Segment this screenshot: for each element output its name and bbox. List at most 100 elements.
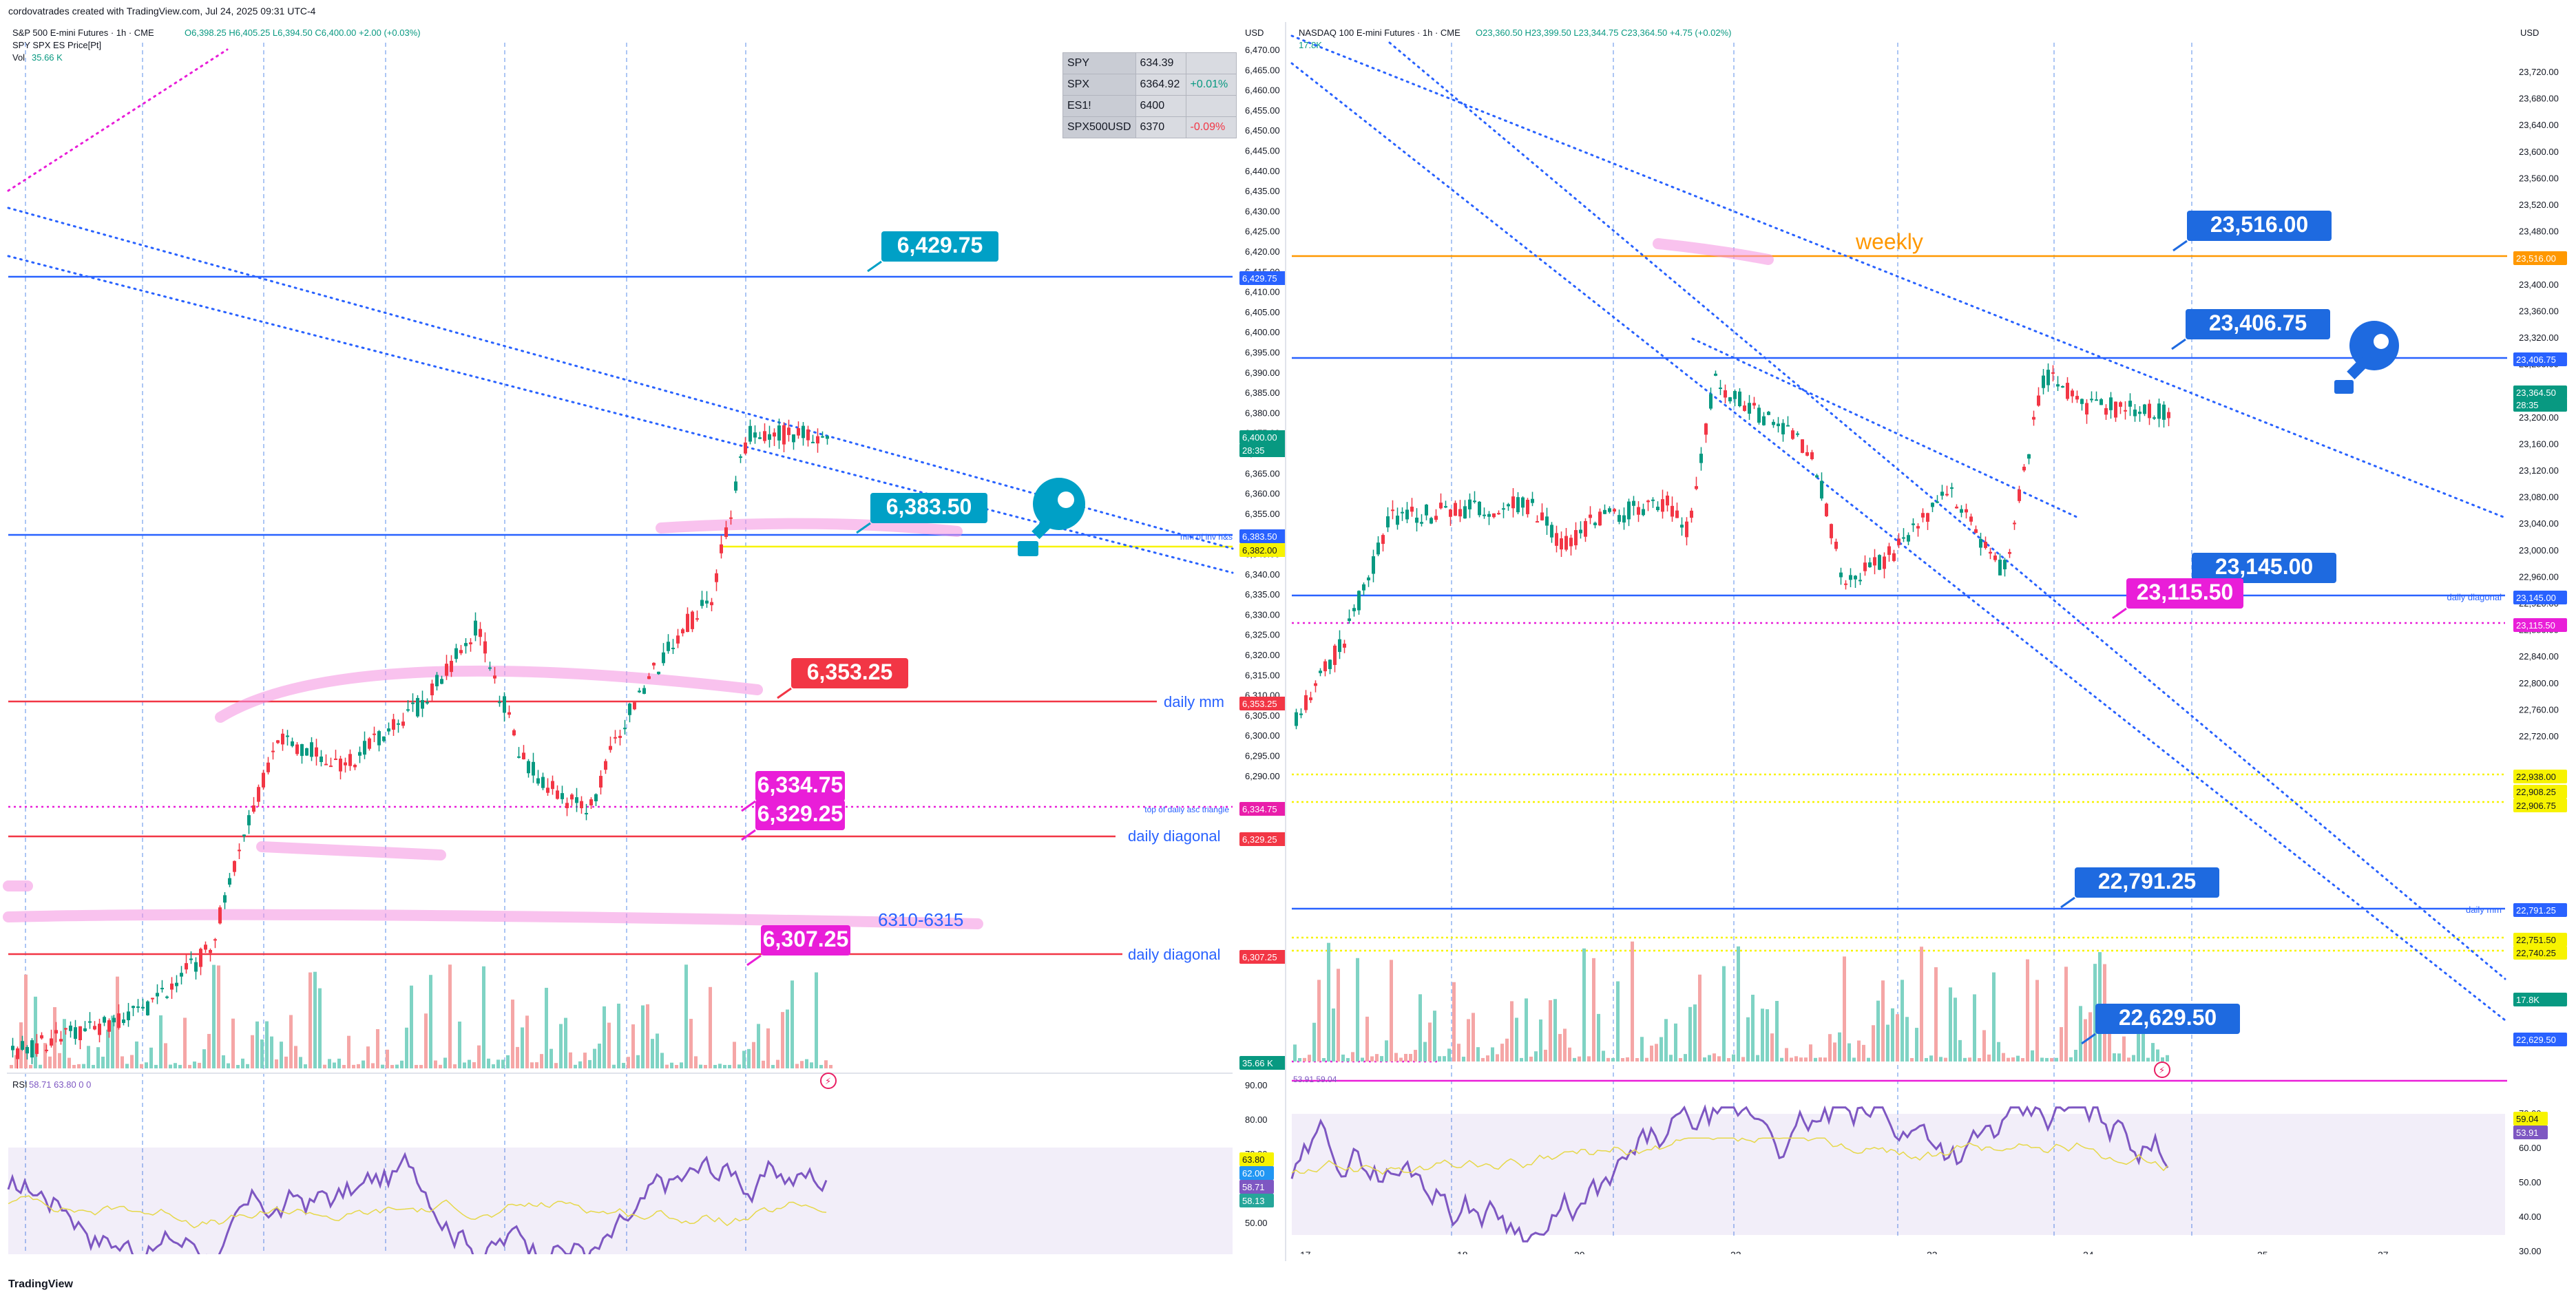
- trend-line: [7, 48, 229, 192]
- right-chart-canvas[interactable]: NASDAQ 100 E-mini Futures · 1h · CME O23…: [1286, 22, 2576, 1260]
- candle-body: [777, 425, 781, 441]
- volume-bar: [96, 1047, 100, 1068]
- price-badge-text: 6,307.25: [1242, 952, 1277, 962]
- candle-body: [1695, 486, 1698, 489]
- candle-body: [1386, 516, 1390, 528]
- price-tick: 22,720.00: [2519, 731, 2559, 741]
- panel-divider[interactable]: [1285, 22, 1286, 1261]
- callout-box: [755, 800, 845, 830]
- volume-bar: [1337, 969, 1340, 1062]
- price-badge: [2513, 398, 2567, 412]
- candle-body: [1608, 508, 1611, 512]
- volume-bar: [747, 1048, 751, 1068]
- callout-text: 6,353.25: [807, 659, 893, 684]
- price-badge: [2513, 386, 2567, 399]
- volume-bar: [434, 1060, 437, 1068]
- candle-body: [1690, 510, 1693, 518]
- candle-body: [1560, 538, 1563, 550]
- candle-body: [536, 778, 540, 784]
- watchlist-price: 6364.92: [1135, 74, 1186, 96]
- price-tick: 6,355.00: [1245, 509, 1280, 519]
- candle-body: [604, 761, 607, 770]
- candle-body: [286, 735, 289, 737]
- volume-bar: [2151, 1043, 2155, 1062]
- volume-bar: [362, 1060, 365, 1068]
- volume-bar: [1390, 960, 1393, 1062]
- rsi-ma-line: [1291, 1137, 2168, 1175]
- rsi-badge: [1239, 1152, 1274, 1166]
- callout-pointer: [867, 260, 882, 273]
- callout-text: 22,791.25: [2098, 869, 2196, 894]
- candle-body: [2148, 403, 2151, 419]
- callout-pointer: [856, 522, 871, 534]
- volume-bar: [2069, 1057, 2073, 1062]
- volume-bar: [82, 1064, 85, 1068]
- candle-body: [1839, 572, 1843, 578]
- volume-bar: [549, 1048, 553, 1068]
- price-badge: [2513, 1033, 2567, 1046]
- candle-body: [78, 1026, 82, 1041]
- watchlist-row[interactable]: SPX 6364.92 +0.01%: [1062, 74, 1237, 96]
- callout-text: 23,406.75: [2209, 310, 2307, 335]
- price-tick: 23,520.00: [2519, 200, 2559, 210]
- volume-bar: [501, 1059, 505, 1068]
- left-chart-panel[interactable]: S&P 500 E-mini Futures · 1h · CME O6,398…: [0, 22, 1299, 1279]
- candle-body: [522, 752, 525, 760]
- price-tick: 23,120.00: [2519, 465, 2559, 476]
- candle-body: [1555, 533, 1558, 546]
- candle-body: [1762, 416, 1766, 425]
- left-price-axis[interactable]: 6,470.00 6,465.00 6,460.00 6,455.00 6,450.00…: [1245, 45, 1280, 781]
- candle-body: [1724, 390, 1727, 398]
- volume-bar: [140, 1064, 143, 1068]
- volume-bar: [776, 1059, 779, 1068]
- volume-bar: [2011, 1057, 2015, 1062]
- price-badge: [2513, 799, 2567, 812]
- replay-icon[interactable]: ⚡: [820, 1073, 837, 1089]
- candle-body: [50, 1038, 53, 1046]
- volume-bar: [1394, 1053, 1398, 1062]
- volume-bar: [323, 1064, 326, 1068]
- candle-body: [768, 434, 771, 440]
- price-tick: 6,465.00: [1245, 65, 1280, 75]
- price-tick: 6,290.00: [1245, 771, 1280, 781]
- candle-body: [763, 431, 766, 441]
- volume-bar: [1828, 1034, 1832, 1062]
- volume-bar: [1515, 1017, 1518, 1062]
- candle-body: [1656, 507, 1659, 510]
- candle-body: [363, 741, 366, 755]
- watchlist-row[interactable]: ES1! 6400: [1062, 95, 1237, 117]
- candle-body: [122, 1019, 125, 1024]
- right-price-axis[interactable]: 23,720.00 23,680.00 23,640.00 23,600.00 23,5…: [2519, 67, 2559, 741]
- price-badge-text: 23,516.00: [2516, 253, 2556, 264]
- candle-body: [146, 1001, 149, 1015]
- price-badge: [1239, 271, 1299, 285]
- volume-bar: [1645, 1057, 1648, 1062]
- trend-line: [7, 255, 1234, 574]
- volume-bar: [227, 1063, 230, 1068]
- rsi-badge-text: 58.71: [1242, 1182, 1265, 1192]
- candle-body: [1439, 503, 1443, 509]
- price-badge-text: 35.66 K: [1242, 1058, 1273, 1068]
- watchlist-price: 6370: [1135, 116, 1186, 138]
- watchlist-row[interactable]: SPX500USD 6370 -0.09%: [1062, 116, 1237, 138]
- candle-body: [816, 436, 819, 444]
- volume-bar: [1833, 1042, 1836, 1062]
- rsi-badge-text: 59.04: [2516, 1114, 2539, 1124]
- volume-bar: [174, 1063, 177, 1068]
- candle-body: [1593, 522, 1597, 525]
- candle-body: [69, 1025, 72, 1031]
- candle-body: [204, 944, 207, 950]
- replay-icon[interactable]: ⚡: [2154, 1062, 2170, 1078]
- rsi-badge-text: 53.91: [2516, 1128, 2539, 1138]
- volume-bar: [1746, 1017, 1750, 1062]
- price-tick: 6,445.00: [1245, 146, 1280, 156]
- watchlist-row[interactable]: SPY 634.39: [1062, 52, 1237, 74]
- volume-bar: [1698, 974, 1701, 1062]
- candle-body: [1651, 499, 1655, 501]
- volume-bar: [1852, 1057, 1856, 1062]
- left-chart-canvas[interactable]: S&P 500 E-mini Futures · 1h · CME O6,398…: [0, 22, 1299, 1279]
- right-time-axis[interactable]: 17 18 20 22 23 24 25 27: [1300, 1249, 2389, 1260]
- right-chart-panel[interactable]: NASDAQ 100 E-mini Futures · 1h · CME O23…: [1286, 22, 2576, 1260]
- watchlist-price: 6400: [1135, 95, 1186, 117]
- volume-bar: [386, 1049, 389, 1068]
